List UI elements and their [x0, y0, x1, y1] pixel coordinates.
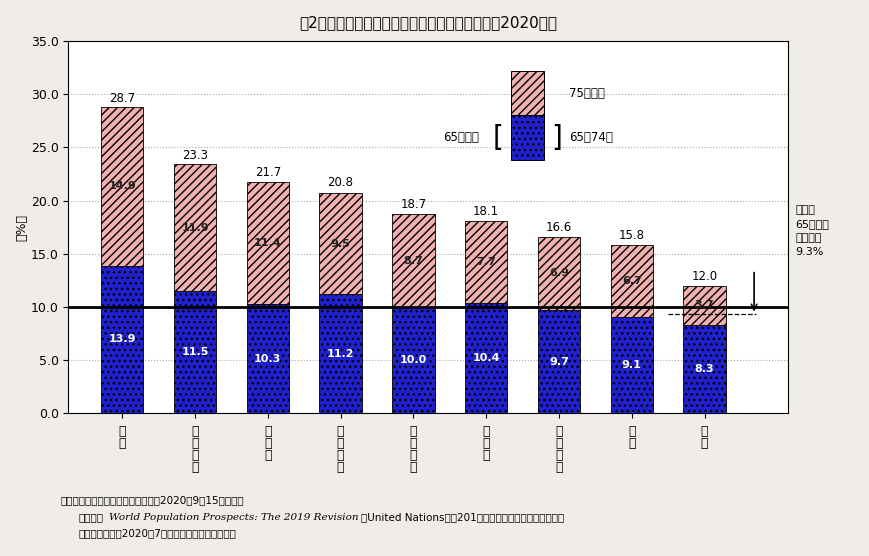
Text: 7.7: 7.7 — [476, 257, 495, 267]
Text: 65～74歳: 65～74歳 — [568, 131, 612, 144]
Bar — [465, 221, 507, 303]
Text: 8.7: 8.7 — [403, 256, 423, 266]
Text: 3.7: 3.7 — [694, 300, 713, 310]
Bar — [683, 286, 725, 325]
Text: 18.7: 18.7 — [400, 198, 426, 211]
Bar — [510, 71, 543, 116]
Text: 9.1: 9.1 — [621, 360, 641, 370]
Bar — [174, 165, 216, 291]
Title: 図2　主要国における高齢者人口の割合の比較（2020年）: 図2 主要国における高齢者人口の割合の比較（2020年） — [299, 15, 557, 30]
Bar — [101, 107, 143, 266]
Text: （United Nations）（201の国及び地域を掲載）における: （United Nations）（201の国及び地域を掲載）における — [361, 512, 564, 522]
Text: 8.3: 8.3 — [694, 364, 713, 374]
Text: 11.5: 11.5 — [181, 348, 209, 358]
Text: 6.7: 6.7 — [621, 276, 641, 286]
Bar — [247, 304, 289, 414]
Text: 16.6: 16.6 — [545, 221, 572, 234]
Bar — [174, 291, 216, 414]
Bar — [510, 116, 543, 160]
Bar — [683, 325, 725, 414]
Text: 18.1: 18.1 — [473, 205, 499, 217]
Text: 将来推計から、2020年7月１日現在の推計値を使用: 将来推計から、2020年7月１日現在の推計値を使用 — [78, 529, 235, 539]
Text: 65歳以上: 65歳以上 — [442, 131, 478, 144]
Bar — [537, 310, 580, 414]
Text: 13.9: 13.9 — [109, 335, 136, 345]
Text: [: [ — [492, 124, 503, 152]
Text: 6.9: 6.9 — [548, 269, 568, 279]
Text: ]: ] — [550, 124, 561, 152]
Text: 11.9: 11.9 — [181, 223, 209, 233]
Text: 11.4: 11.4 — [254, 238, 282, 248]
Text: 10.0: 10.0 — [400, 355, 427, 365]
Text: 資料：日本の値は、「人口推計」の2020年9月15日現在、: 資料：日本の値は、「人口推計」の2020年9月15日現在、 — [61, 495, 244, 505]
Text: 他国は、: 他国は、 — [78, 512, 103, 522]
Bar — [610, 245, 652, 316]
Bar — [319, 294, 362, 414]
Text: 28.7: 28.7 — [109, 92, 135, 105]
Text: 20.8: 20.8 — [328, 176, 353, 189]
Y-axis label: （%）: （%） — [15, 214, 28, 241]
Bar — [392, 307, 434, 414]
Text: 9.7: 9.7 — [548, 357, 568, 367]
Bar — [537, 237, 580, 310]
Text: 15.8: 15.8 — [618, 229, 644, 242]
Text: 世界の
65歳以上
人口割合
9.3%: 世界の 65歳以上 人口割合 9.3% — [794, 205, 828, 257]
Text: 75歳以上: 75歳以上 — [568, 87, 604, 100]
Text: 14.9: 14.9 — [109, 181, 136, 191]
Bar — [610, 316, 652, 414]
Text: 21.7: 21.7 — [255, 166, 281, 179]
Text: 10.3: 10.3 — [254, 354, 281, 364]
Text: 9.5: 9.5 — [330, 239, 350, 249]
Text: 10.4: 10.4 — [472, 353, 500, 363]
Text: 23.3: 23.3 — [182, 149, 208, 162]
Bar — [247, 182, 289, 304]
Bar — [319, 193, 362, 294]
Text: 12.0: 12.0 — [691, 270, 717, 282]
Text: World Population Prospects: The 2019 Revision: World Population Prospects: The 2019 Rev… — [109, 513, 358, 522]
Bar — [101, 266, 143, 414]
Bar — [465, 303, 507, 414]
Text: 11.2: 11.2 — [327, 349, 354, 359]
Bar — [392, 215, 434, 307]
